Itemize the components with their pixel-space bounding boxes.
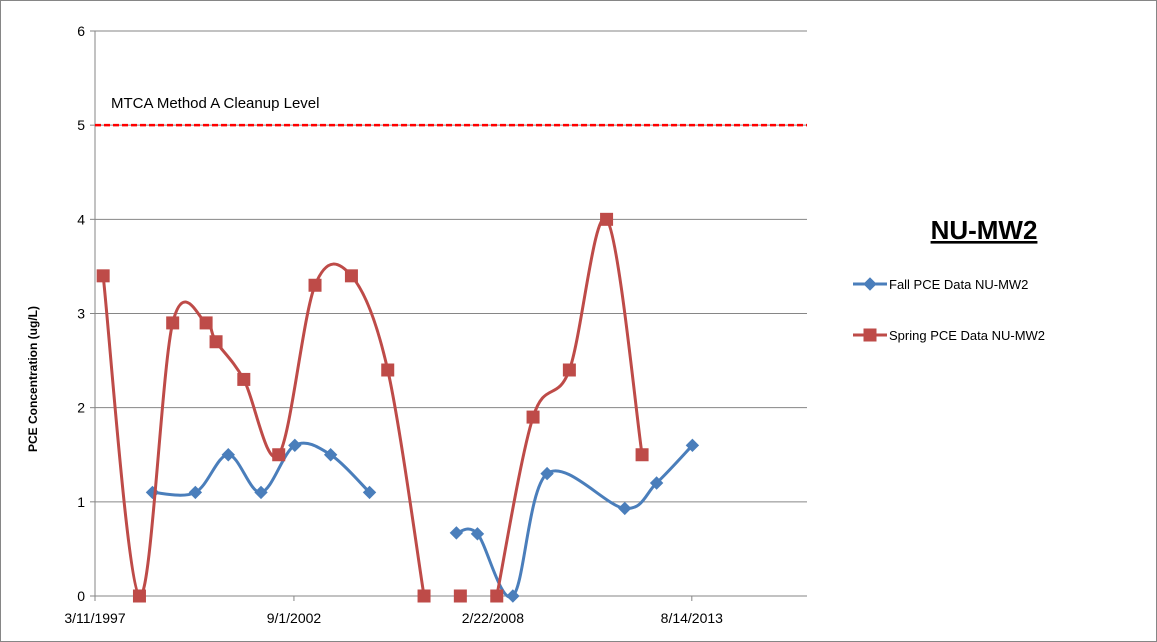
spring-data-point xyxy=(132,589,146,603)
x-tick-label: 9/1/2002 xyxy=(267,610,322,626)
spring-data-point xyxy=(209,335,223,349)
y-tick-label: 5 xyxy=(77,117,85,133)
spring-data-point xyxy=(635,448,649,462)
fall-data-point xyxy=(449,526,464,540)
spring-data-point xyxy=(166,316,180,330)
fall-data-point xyxy=(685,438,700,453)
fall-data-point xyxy=(254,485,268,500)
chart-title: NU-MW2 xyxy=(931,215,1038,245)
fall-series-line xyxy=(456,444,694,599)
spring-data-point xyxy=(417,589,431,603)
spring-data-point xyxy=(308,278,322,292)
fall-data-point xyxy=(188,485,203,500)
spring-legend-label: Spring PCE Data NU-MW2 xyxy=(889,328,1045,343)
y-tick-label: 4 xyxy=(77,211,85,227)
y-axis-label: PCE Concentration (ug/L) xyxy=(26,306,40,452)
y-tick-label: 6 xyxy=(77,23,85,39)
spring-data-point xyxy=(199,316,213,330)
reference-line-group: MTCA Method A Cleanup Level xyxy=(95,95,807,127)
fall-data-point xyxy=(618,501,632,516)
fall-data-point xyxy=(540,466,554,481)
spring-data-point xyxy=(490,589,504,603)
y-tick-label: 2 xyxy=(77,400,85,416)
fall-data-point xyxy=(506,589,520,603)
x-tick-label: 8/14/2013 xyxy=(661,610,723,626)
y-tick-label: 1 xyxy=(77,494,85,510)
fall-data-point xyxy=(288,438,302,453)
fall-data-point xyxy=(470,527,485,541)
fall-legend-label: Fall PCE Data NU-MW2 xyxy=(889,277,1028,292)
spring-data-point xyxy=(381,363,395,377)
spring-data-point xyxy=(526,410,540,424)
spring-data-point xyxy=(237,372,251,386)
spring-data-point xyxy=(272,448,286,462)
fall-legend-marker xyxy=(863,277,877,291)
spring-data-point xyxy=(600,212,614,226)
spring-data-point xyxy=(453,589,467,603)
x-tick-label: 2/22/2008 xyxy=(462,610,524,626)
fall-data-point xyxy=(362,485,377,500)
y-tick-label: 3 xyxy=(77,306,85,322)
series-group xyxy=(96,212,700,603)
y-tick-label: 0 xyxy=(77,588,85,604)
spring-legend-marker xyxy=(863,328,877,342)
fall-data-point xyxy=(649,476,664,490)
spring-series-line xyxy=(495,216,644,597)
cleanup-level-label: MTCA Method A Cleanup Level xyxy=(111,95,319,112)
spring-data-point xyxy=(344,269,358,283)
legend: Fall PCE Data NU-MW2 Spring PCE Data NU-M… xyxy=(853,277,1045,343)
spring-data-point xyxy=(96,269,110,283)
fall-data-point xyxy=(323,448,338,462)
fall-data-point xyxy=(221,448,235,462)
x-tick-label: 3/11/1997 xyxy=(64,610,125,626)
spring-data-point xyxy=(562,363,576,377)
